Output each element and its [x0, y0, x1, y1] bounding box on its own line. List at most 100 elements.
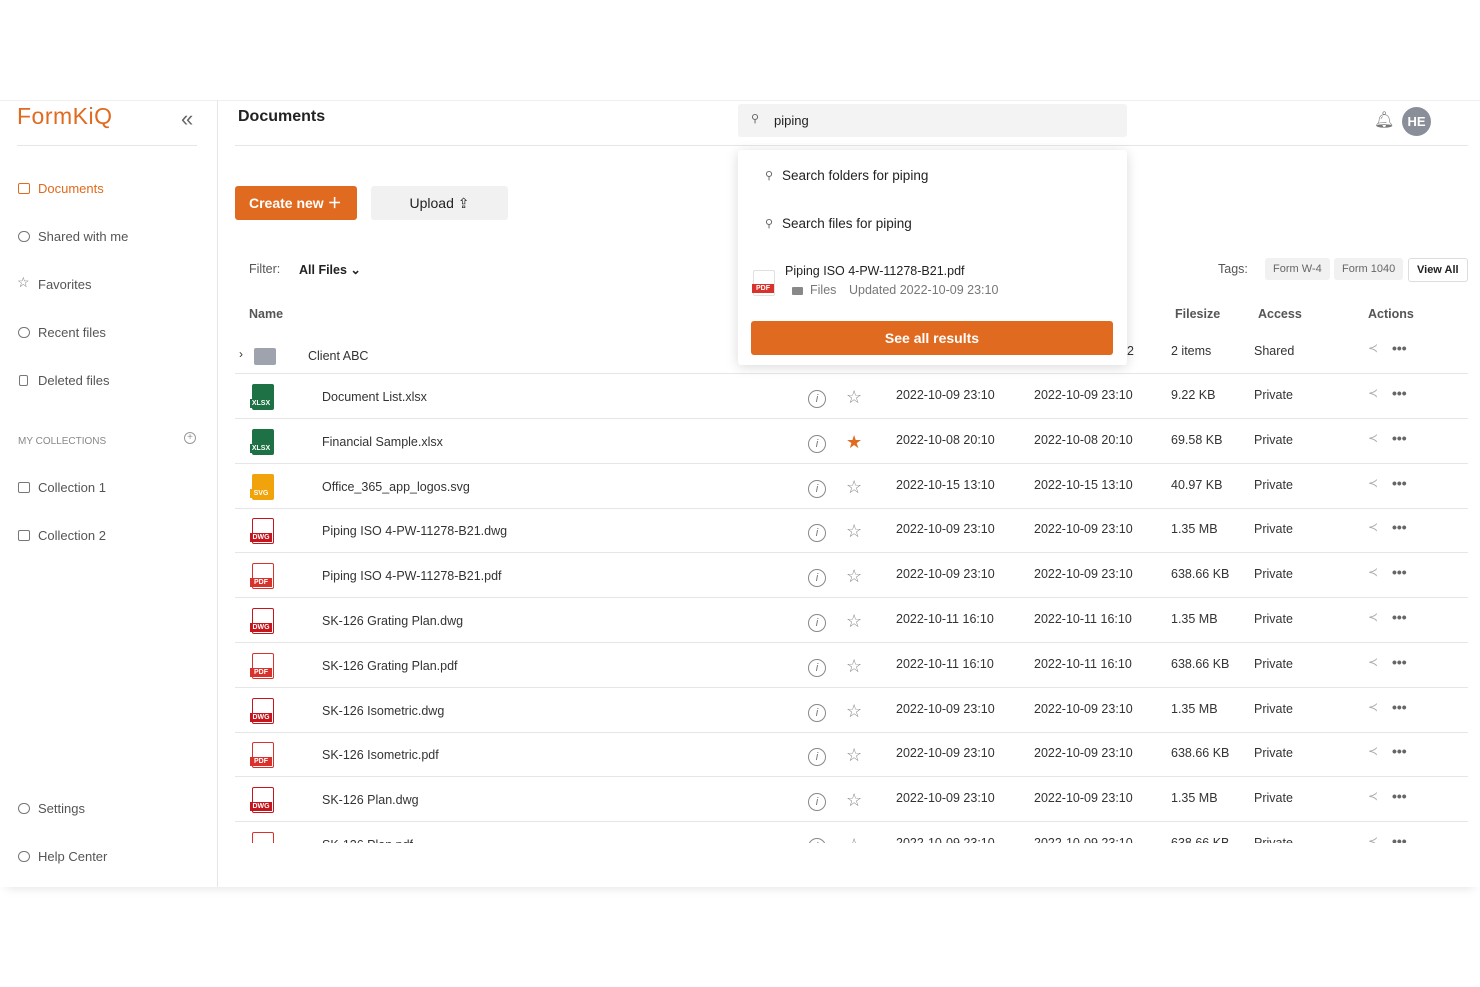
more-actions[interactable]: •••	[1392, 609, 1407, 625]
nav-item[interactable]: Help Center	[38, 849, 108, 864]
file-name[interactable]: SK-126 Isometric.dwg	[322, 703, 445, 718]
file-name[interactable]: Document List.xlsx	[322, 390, 427, 404]
more-actions[interactable]: •••	[1392, 653, 1407, 670]
more-actions[interactable]: •••	[1392, 833, 1407, 843]
file-name[interactable]: SK-126 Grating Plan.dwg	[322, 614, 464, 628]
info-button[interactable]: i	[808, 479, 826, 498]
more-actions[interactable]: •••	[1392, 429, 1407, 446]
share-icon[interactable]: ≺	[1368, 744, 1379, 759]
file-icon: DWG	[250, 697, 274, 724]
notifications[interactable]: 🔔︎	[1374, 112, 1395, 129]
file-name[interactable]: SK-126 Isometric.pdf	[322, 748, 439, 763]
share-icon[interactable]: ≺	[1368, 610, 1379, 624]
share-icon[interactable]: ≺	[1368, 789, 1379, 804]
favorite-star[interactable]: ☆	[846, 700, 863, 721]
info-button[interactable]: i	[808, 748, 826, 767]
search-files-option[interactable]: Search files for piping	[782, 216, 912, 231]
favorite-star[interactable]: ☆	[846, 387, 863, 407]
info-button[interactable]: i	[808, 434, 826, 453]
share-icon[interactable]: ≺	[1368, 520, 1379, 535]
view-all-tags[interactable]: View All	[1408, 258, 1468, 282]
file-icon: XLSX	[250, 384, 274, 410]
nav-item[interactable]: Collection 2	[38, 528, 106, 543]
share-icon[interactable]: ≺	[1368, 386, 1379, 400]
share-icon[interactable]: ≺	[1368, 341, 1379, 355]
modified-date: 2022-10-11 16:10	[1034, 656, 1132, 671]
file-icon: DWG	[250, 518, 274, 545]
info-button[interactable]: i	[808, 614, 826, 632]
file-icon: PDF	[252, 832, 274, 843]
file-name[interactable]: Piping ISO 4-PW-11278-B21.pdf	[322, 569, 502, 584]
favorite-star[interactable]: ☆	[846, 611, 863, 631]
tag[interactable]: Form 1040	[1334, 258, 1404, 280]
more-actions[interactable]: •••	[1392, 698, 1407, 715]
file-name[interactable]: Financial Sample.xlsx	[322, 434, 443, 449]
favorite-star[interactable]: ★	[846, 431, 863, 452]
file-name[interactable]: Office_365_app_logos.svg	[322, 479, 470, 494]
share-icon[interactable]: ≺	[1368, 430, 1379, 445]
file-name[interactable]: SK-126 Plan.pdf	[322, 838, 413, 843]
share-icon[interactable]: ≺	[1368, 565, 1379, 580]
search-folders-option[interactable]: Search folders for piping	[782, 168, 929, 183]
search-box[interactable]: ⚲ piping	[738, 104, 1127, 137]
column-header[interactable]: Name	[249, 307, 284, 321]
share-icon[interactable]: ≺	[1368, 475, 1379, 490]
add-collection[interactable]: +	[184, 432, 196, 444]
share-icon[interactable]: ≺	[1368, 654, 1379, 669]
avatar[interactable]: HE	[1402, 107, 1431, 136]
file-name[interactable]: Piping ISO 4-PW-11278-B21.dwg	[322, 524, 508, 539]
favorite-star[interactable]: ☆	[846, 476, 863, 497]
info-button[interactable]: i	[808, 703, 826, 722]
file-name[interactable]: SK-126 Plan.dwg	[322, 793, 419, 808]
more-actions[interactable]: •••	[1392, 340, 1407, 356]
info-button[interactable]: i	[808, 390, 826, 408]
column-header[interactable]: Access	[1258, 307, 1302, 321]
nav-item[interactable]: Recent files	[38, 325, 106, 340]
column-header[interactable]: Filesize	[1175, 307, 1221, 321]
info-button[interactable]: i	[808, 658, 826, 677]
filter-select[interactable]: All Files ⌄	[299, 263, 361, 277]
row-divider	[235, 731, 1468, 733]
more-actions[interactable]: •••	[1392, 385, 1407, 401]
file-name[interactable]: SK-126 Grating Plan.pdf	[322, 658, 458, 673]
expand-chevron[interactable]: ›	[239, 347, 243, 361]
favorite-star[interactable]: ☆	[846, 790, 863, 811]
file-size: 9.22 KB	[1171, 388, 1216, 402]
share-icon[interactable]: ≺	[1368, 699, 1379, 714]
nav-item[interactable]: Settings	[38, 801, 85, 816]
see-all-button[interactable]: See all results	[751, 321, 1113, 355]
info-button[interactable]: i	[808, 569, 826, 588]
brand-logo[interactable]: FormKiQ	[17, 103, 113, 129]
favorite-star[interactable]: ☆	[846, 745, 863, 766]
tag[interactable]: Form W-4	[1265, 258, 1330, 280]
more-actions[interactable]: •••	[1392, 564, 1407, 581]
modified-date: 2022-10-11 16:10	[1034, 612, 1132, 626]
collapse-button[interactable]: «	[181, 106, 194, 131]
more-actions[interactable]: •••	[1392, 743, 1407, 760]
folder-name[interactable]: Client ABC	[308, 349, 369, 363]
nav-item[interactable]: Shared with me	[38, 229, 129, 244]
info-button[interactable]: i	[808, 524, 826, 543]
icon	[18, 851, 30, 862]
more-actions[interactable]: •••	[1392, 474, 1407, 491]
nav-item[interactable]: Documents	[38, 181, 104, 196]
result-name[interactable]: Piping ISO 4-PW-11278-B21.pdf	[785, 264, 965, 278]
info-button[interactable]: i	[808, 793, 826, 812]
favorite-star[interactable]: ☆	[846, 521, 863, 542]
nav-item[interactable]: Collection 1	[38, 480, 106, 495]
favorite-star[interactable]: ☆	[846, 835, 862, 843]
nav-item[interactable]: Favorites	[38, 277, 92, 292]
column-header[interactable]: Actions	[1368, 307, 1414, 321]
more-actions[interactable]: •••	[1392, 788, 1407, 805]
more-actions[interactable]: •••	[1392, 519, 1407, 536]
favorite-star[interactable]: ☆	[846, 566, 863, 587]
share-icon[interactable]: ≺	[1368, 834, 1379, 843]
favorite-star[interactable]: ☆	[846, 655, 863, 676]
access: Private	[1254, 567, 1293, 582]
modified-date: 2022-10-09 23:10	[1034, 567, 1133, 582]
upload-button[interactable]: Upload ⇪	[371, 186, 508, 220]
info-button[interactable]: i	[808, 838, 826, 843]
nav-item[interactable]: Deleted files	[38, 373, 110, 388]
search-input[interactable]: piping	[774, 113, 809, 128]
create-button[interactable]: Create new ＋	[235, 186, 357, 220]
